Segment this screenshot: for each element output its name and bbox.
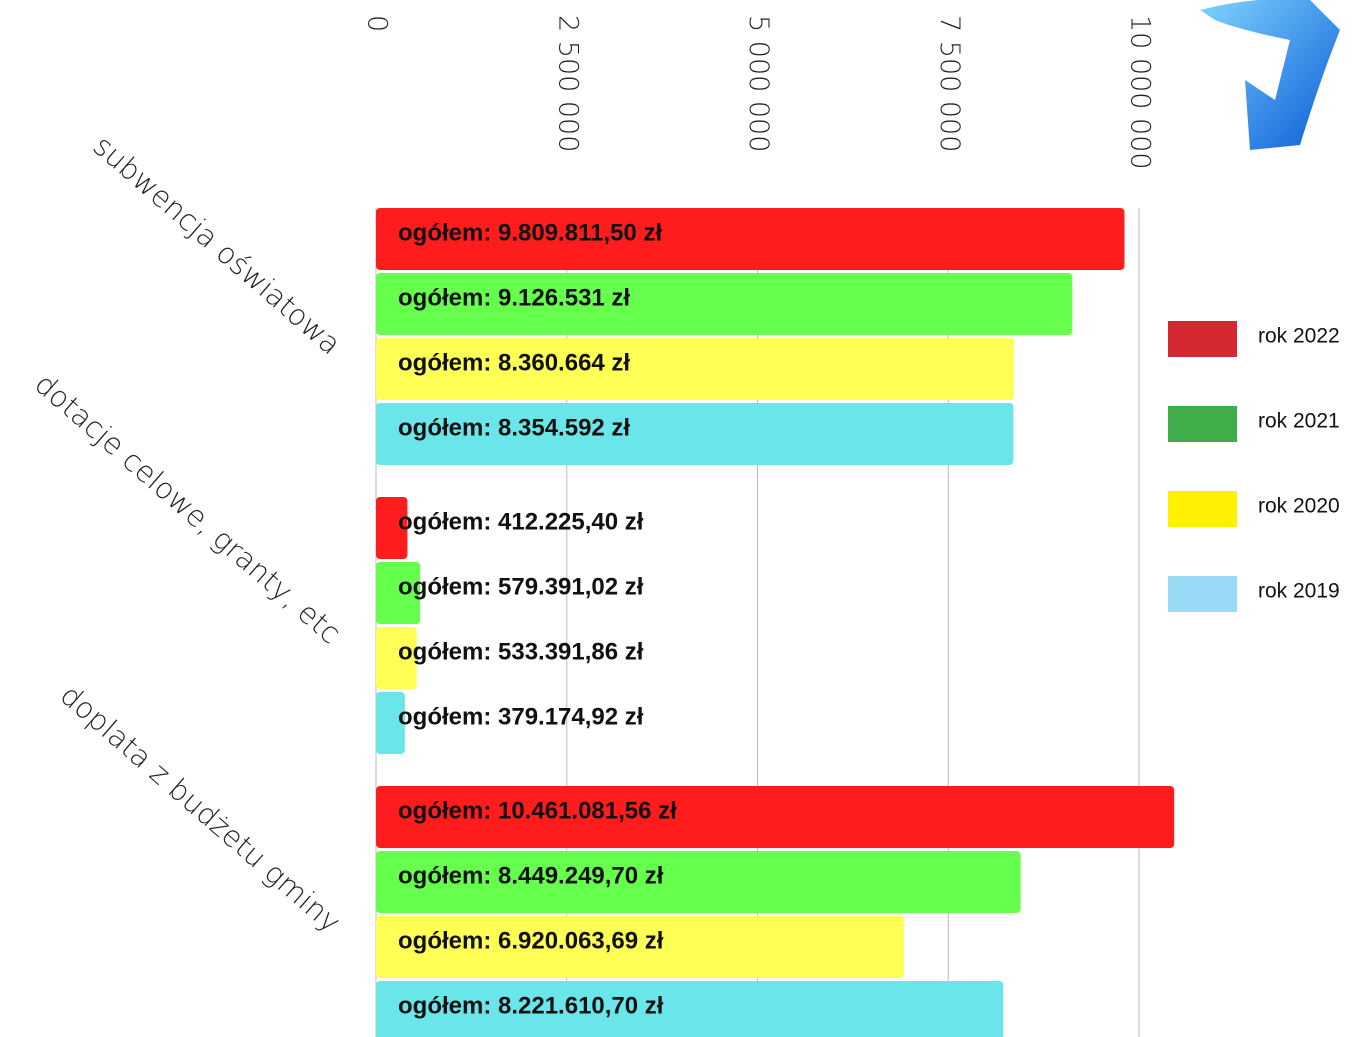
value-label: ogółem: 10.461.081,56 zł <box>398 797 677 824</box>
category-label: subwencja oświatowa <box>87 128 348 361</box>
x-tick-label: 2 500 000 <box>552 15 583 152</box>
value-label: ogółem: 9.809.811,50 zł <box>398 219 662 246</box>
value-label: ogółem: 9.126.531 zł <box>398 284 630 311</box>
logo <box>1200 0 1340 150</box>
legend-swatch <box>1168 491 1237 527</box>
value-label: ogółem: 8.360.664 zł <box>398 349 630 376</box>
value-label: ogółem: 579.391,02 zł <box>398 573 644 600</box>
x-tick-label: 10 000 000 <box>1125 15 1156 170</box>
value-label: ogółem: 533.391,86 zł <box>398 638 644 665</box>
legend-label: rok 2019 <box>1258 580 1340 603</box>
legend-label: rok 2022 <box>1258 325 1340 348</box>
legend-swatch <box>1168 406 1237 442</box>
x-tick-label: 5 000 000 <box>743 15 774 152</box>
value-label: ogółem: 6.920.063,69 zł <box>398 927 664 954</box>
category-label: doplata z budżetu gminy <box>54 678 348 940</box>
value-label: ogółem: 412.225,40 zł <box>398 508 644 535</box>
legend-swatch <box>1168 321 1237 357</box>
legend-label: rok 2020 <box>1258 495 1340 518</box>
x-tick-label: 7 500 000 <box>934 15 965 152</box>
category-label: dotacje celowe, granty, etc <box>28 366 347 650</box>
chart: 0 2 500 000 5 000 000 7 500 000 10 000 000 og… <box>0 0 1365 1037</box>
page: {"chart_data": {"type": "barh", "categor… <box>0 0 1365 1037</box>
value-label: ogółem: 379.174,92 zł <box>398 703 644 730</box>
x-tick-label: 0 <box>362 15 393 32</box>
value-label: ogółem: 8.449.249,70 zł <box>398 862 664 889</box>
value-label: ogółem: 8.221.610,70 zł <box>398 992 664 1019</box>
value-label: ogółem: 8.354.592 zł <box>398 414 630 441</box>
legend-label: rok 2021 <box>1258 410 1340 433</box>
legend-swatch <box>1168 576 1237 612</box>
